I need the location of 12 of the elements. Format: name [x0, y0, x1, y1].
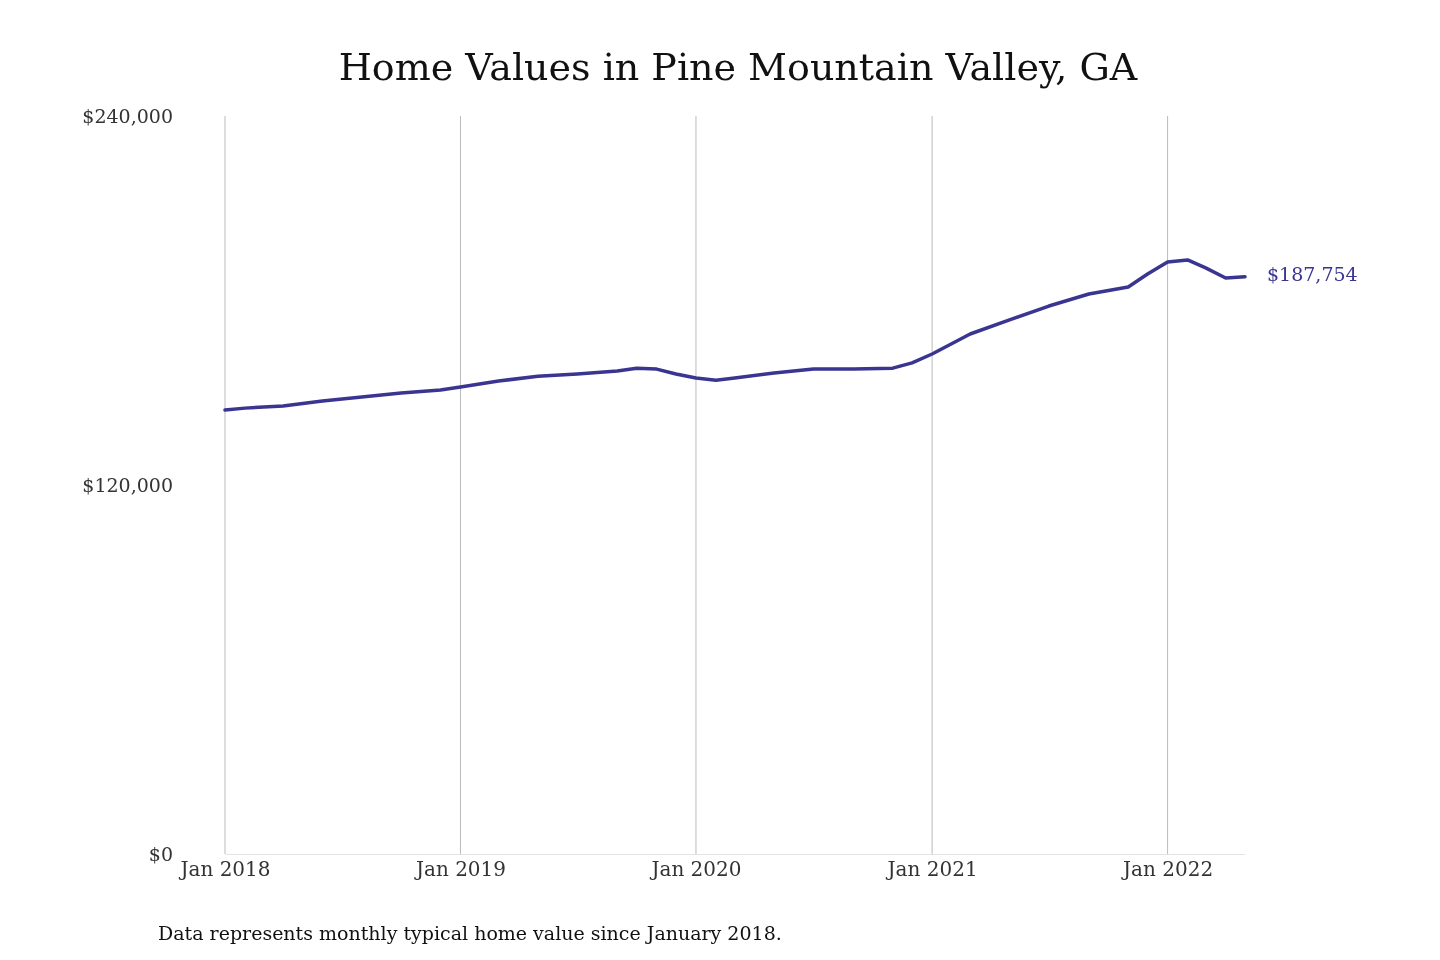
annotation: $187,754	[1267, 262, 1358, 285]
x-tick-label: Jan 2022	[1121, 857, 1214, 882]
chart-title: Home Values in Pine Mountain Valley, GA	[338, 45, 1138, 89]
x-tick-label: Jan 2019	[413, 857, 507, 882]
x-tick-label: Jan 2018	[178, 857, 271, 882]
line-series	[223, 258, 1247, 412]
y-tick-label: $0	[148, 842, 173, 865]
x-tick-label: Jan 2020	[649, 857, 742, 882]
text: Data represents monthly typical home value since January 2018.	[158, 922, 782, 944]
y-tick-label: $240,000	[82, 104, 173, 127]
y-tick-label: $120,000	[82, 473, 173, 496]
x-tick-label: Jan 2021	[885, 857, 978, 882]
